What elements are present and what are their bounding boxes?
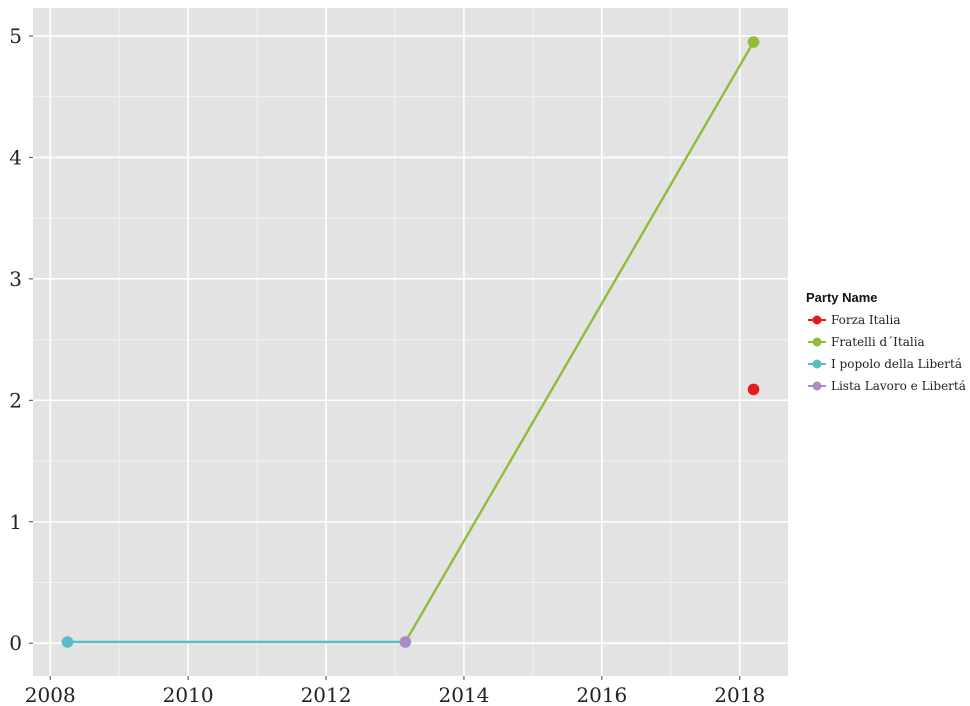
data-segments — [66, 40, 755, 644]
x-tick-label: 2010 — [163, 683, 214, 706]
x-tick-label: 2018 — [714, 683, 765, 706]
legend-label: I popolo della Libertá — [831, 357, 962, 371]
data-point-lista-lavoro-e-libert — [399, 636, 412, 648]
legend-title: Party Name — [806, 290, 878, 305]
y-tick-label: 3 — [9, 267, 22, 291]
y-tick-label: 0 — [9, 631, 22, 655]
y-tick-label: 4 — [9, 145, 22, 169]
y-axis: 0 1 2 3 4 5 — [9, 24, 33, 655]
data-point-fratelli-d-italia — [747, 36, 760, 48]
data-point-i-popolo-della-libert — [61, 636, 74, 648]
x-tick-label: 2016 — [576, 683, 627, 706]
y-tick-label: 1 — [9, 510, 22, 534]
series-line-segment — [404, 40, 755, 644]
legend-label: Forza Italia — [831, 313, 900, 327]
x-tick-label: 2014 — [438, 683, 489, 706]
legend-entry-forza-italia: Forza Italia — [808, 313, 900, 327]
legend-entry-lista-lavoro-e-liberta: Lista Lavoro e Libertá — [808, 379, 966, 393]
legend-label: Fratelli d´Italia — [831, 335, 925, 349]
legend: Party Name Forza Italia Fratelli d´Itali… — [806, 290, 966, 393]
legend-key-marker — [812, 315, 822, 325]
data-points — [61, 36, 760, 648]
x-axis: 2008 2010 2012 2014 2016 2018 — [25, 676, 765, 706]
legend-entry-i-popolo-della-liberta: I popolo della Libertá — [808, 357, 962, 371]
legend-key-marker — [812, 381, 822, 391]
y-tick-label: 5 — [9, 24, 22, 48]
y-tick-label: 2 — [9, 388, 22, 412]
legend-entry-fratelli-d-italia: Fratelli d´Italia — [808, 335, 925, 349]
plot-panel — [33, 8, 788, 676]
legend-key-marker — [812, 337, 822, 347]
data-point-forza-italia — [747, 383, 760, 396]
x-tick-label: 2008 — [25, 683, 76, 706]
legend-key-marker — [812, 359, 822, 369]
x-tick-label: 2012 — [301, 683, 352, 706]
legend-label: Lista Lavoro e Libertá — [831, 379, 966, 393]
